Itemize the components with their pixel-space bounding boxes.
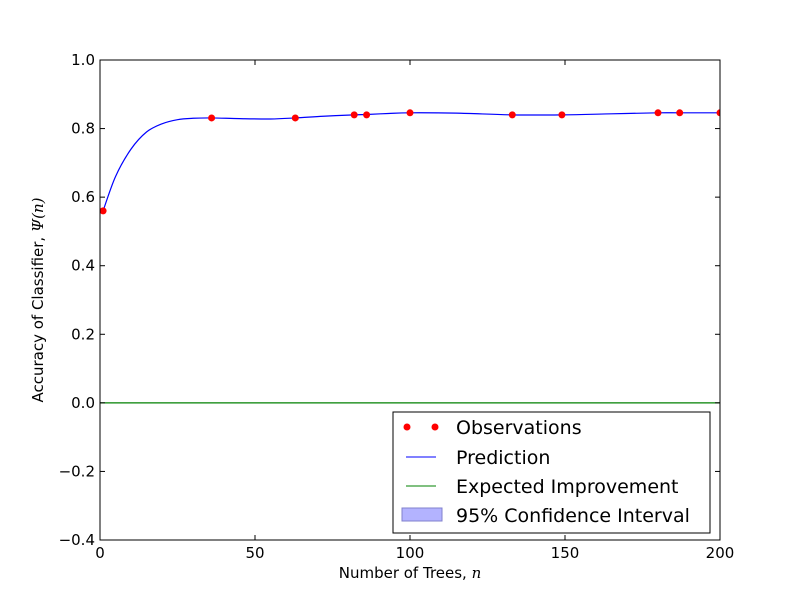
y-tick-label: 0.2: [71, 325, 95, 343]
series-prediction-line: [102, 112, 720, 212]
x-axis-label: Number of Trees, n: [339, 564, 482, 582]
legend-ci-label: 95% Confidence Interval: [456, 505, 690, 527]
legend: Observations Prediction Expected Improve…: [392, 411, 711, 534]
legend-ci-swatch: [401, 507, 443, 522]
observation-point: [508, 111, 516, 119]
series-layer: [100, 109, 720, 404]
legend-box: [392, 411, 711, 534]
y-tick-label: 1.0: [71, 51, 95, 69]
x-tick-label: 200: [706, 544, 735, 562]
y-tick-label: 0.8: [71, 120, 95, 138]
observation-point: [558, 111, 566, 119]
observation-point: [406, 109, 414, 117]
observation-point: [350, 111, 358, 119]
ticks-layer: 0 50 100 150 200 −0.4 −0.2 0.0 0.2 0.4 0.6 0.8 1.0: [59, 51, 735, 562]
y-tick-label: 0.0: [71, 394, 95, 412]
observation-point: [716, 109, 720, 117]
legend-prediction-label: Prediction: [456, 447, 550, 469]
y-tick-label: 0.6: [71, 188, 95, 206]
y-tick-label: 0.4: [71, 257, 95, 275]
x-tick-label: 50: [245, 544, 264, 562]
legend-observations-label: Observations: [456, 417, 582, 439]
y-tick-label: −0.4: [59, 531, 95, 549]
observation-point: [654, 109, 662, 117]
y-axis-label: Accuracy of Classifier, Ψ(n): [29, 197, 47, 402]
legend-observations-marker-1: [403, 423, 411, 431]
x-tick-label: 100: [396, 544, 425, 562]
x-tick-label: 0: [95, 544, 105, 562]
x-tick-label: 150: [551, 544, 580, 562]
observation-point: [100, 207, 107, 215]
legend-observations-marker-2: [431, 423, 439, 431]
observation-point: [363, 111, 371, 119]
observation-point: [291, 114, 299, 122]
observation-point: [676, 109, 684, 117]
y-tick-label: −0.2: [59, 462, 95, 480]
legend-ei-label: Expected Improvement: [456, 476, 679, 498]
observation-point: [208, 114, 216, 122]
